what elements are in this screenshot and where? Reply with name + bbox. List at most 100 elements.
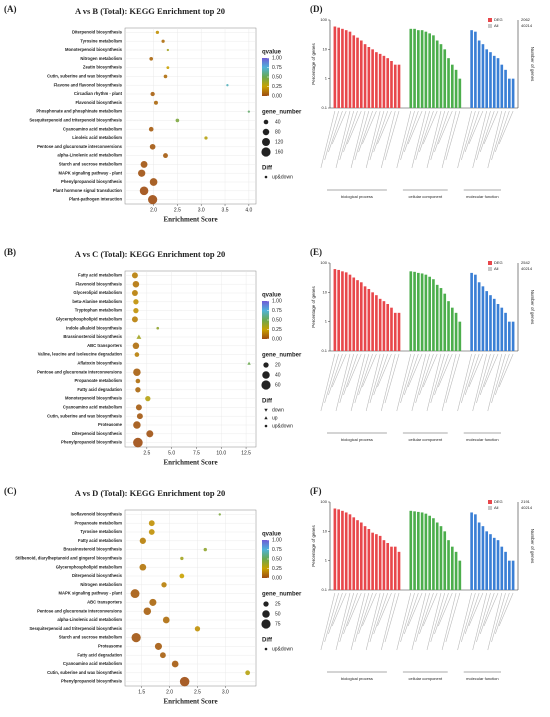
- category-label-placeholder: [339, 353, 355, 404]
- category-label-placeholder: [335, 592, 351, 651]
- category-label: Flavonoid biosynthesis: [75, 281, 122, 286]
- bubble: [132, 342, 140, 350]
- category-label: Monoterpenoid biosynthesis: [65, 47, 123, 52]
- size-legend-mark: [263, 601, 269, 607]
- category-label-placeholder: [441, 592, 457, 651]
- bubble: [149, 56, 154, 61]
- category-label-placeholder: [472, 110, 487, 169]
- bar: [500, 546, 504, 590]
- bar: [504, 69, 507, 108]
- category-label: Diterpenoid biosynthesis: [72, 431, 123, 436]
- category-label-placeholder: [324, 592, 339, 643]
- category-label-placeholder: [384, 110, 400, 161]
- bar: [439, 526, 443, 590]
- colorbar-tick-label: 0.50: [272, 317, 282, 323]
- bar: [337, 509, 340, 590]
- bar: [477, 282, 481, 351]
- category-label-placeholder: [468, 110, 484, 145]
- category-label: Circadian rhythm - plant: [74, 91, 123, 96]
- group-label: biological process: [341, 437, 373, 442]
- size-legend-label: 40: [275, 372, 281, 378]
- bubble: [179, 676, 190, 687]
- category-label-placeholder: [426, 353, 442, 412]
- bar: [443, 531, 447, 590]
- bar: [500, 307, 504, 351]
- category-label: Flavonoid biosynthesis: [75, 100, 122, 105]
- colorbar-tick-label: 0.75: [272, 308, 282, 314]
- legend-label: DEG: [494, 260, 503, 265]
- category-label-placeholder: [426, 592, 442, 651]
- color-legend-title: qvalue: [262, 50, 282, 56]
- size-legend-label: 75: [275, 621, 281, 627]
- y-tick-label: 100: [320, 499, 327, 504]
- category-label-placeholder: [476, 592, 491, 643]
- category-label-placeholder: [430, 592, 446, 643]
- x-tick-label: 5.0: [168, 450, 175, 456]
- bubble: [153, 100, 158, 105]
- x-tick-label: 2.0: [150, 207, 157, 213]
- diff-legend-mark: [264, 416, 268, 420]
- category-label: Proteasome: [98, 644, 123, 649]
- colorbar: [262, 301, 269, 339]
- category-label: Fatty acid degradation: [77, 652, 122, 657]
- category-label: ABC transporters: [87, 343, 123, 348]
- bar: [356, 520, 359, 590]
- category-label-placeholder: [498, 110, 514, 145]
- category-label-placeholder: [400, 353, 415, 404]
- panel-label: (C): [4, 486, 17, 496]
- category-label-placeholder: [464, 592, 480, 635]
- plot-area: [124, 509, 257, 687]
- bar: [477, 522, 481, 590]
- category-label-placeholder: [362, 592, 377, 627]
- bar: [371, 292, 374, 351]
- bar: [447, 58, 450, 108]
- colorbar-tick-label: 0.50: [272, 74, 282, 80]
- bar: [352, 35, 356, 108]
- x-tick-label: 2.5: [143, 450, 150, 456]
- group-label: biological process: [341, 676, 373, 681]
- category-label-placeholder: [491, 110, 506, 161]
- bar: [337, 269, 340, 351]
- category-label-placeholder: [415, 353, 430, 404]
- legend-label: All: [494, 505, 499, 510]
- bar: [341, 271, 344, 351]
- y-tick-label: 10: [323, 528, 328, 533]
- bar: [454, 69, 458, 108]
- colorbar-tick-label: 1.00: [272, 298, 282, 304]
- bar: [485, 49, 489, 108]
- bar: [378, 298, 382, 351]
- category-label-placeholder: [483, 592, 499, 627]
- y-axis-title: Percentage of genes: [311, 285, 316, 327]
- bubble: [156, 326, 160, 330]
- category-label: Zeatin biosynthesis: [83, 65, 123, 70]
- category-label: Cutin, suberine and wax biosynthesis: [47, 670, 123, 675]
- category-label-placeholder: [491, 353, 506, 404]
- category-label-placeholder: [464, 353, 480, 396]
- category-label: alpha-Linolenic acid metabolism: [57, 153, 122, 158]
- bar: [397, 312, 401, 351]
- category-label-placeholder: [468, 592, 484, 627]
- category-label: Pentose and glucuronate interconversions: [37, 369, 123, 374]
- category-label-placeholder: [461, 353, 476, 404]
- category-label-placeholder: [380, 353, 396, 412]
- bubble: [131, 316, 138, 323]
- x-axis-title: Enrichment Score: [163, 216, 217, 224]
- category-label-placeholder: [365, 110, 381, 169]
- category-label-placeholder: [430, 110, 446, 161]
- category-label: Sesquiterpenoid and triterpenoid biosynt…: [29, 626, 122, 631]
- colorbar-tick-label: 0.75: [272, 65, 282, 71]
- diff-legend-label: down: [272, 407, 284, 413]
- size-legend-title: gene_number: [262, 353, 302, 359]
- category-label-placeholder: [350, 592, 366, 651]
- bar: [356, 37, 359, 108]
- category-label: Tryptophan metabolism: [75, 308, 123, 313]
- bar: [454, 312, 458, 351]
- category-label-placeholder: [483, 353, 499, 388]
- bar: [481, 286, 485, 351]
- category-label-placeholder: [430, 353, 446, 404]
- category-label-placeholder: [354, 353, 370, 404]
- bar: [344, 272, 348, 351]
- category-label: Glycerophospholipid metabolism: [56, 317, 123, 322]
- category-label: Glycerophospholipid metabolism: [56, 564, 123, 569]
- category-label-placeholder: [377, 353, 392, 388]
